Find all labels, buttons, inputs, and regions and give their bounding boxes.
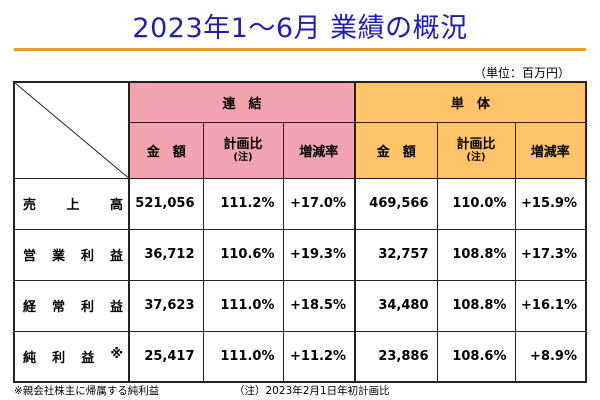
table-row: 純 利 益 ※ 25,417 111.0% +11.2% 23,886 108.… [13, 330, 587, 383]
cons-amount-cell: 521,056 [128, 177, 204, 230]
row-label-net-profit: 純 利 益 ※ [13, 330, 130, 383]
subheader-single-change-rate: 増減率 [514, 121, 587, 179]
footnote-plan-basis: （注）2023年2月1日年初計画比 [234, 385, 390, 397]
row-label-char: 営 [23, 249, 37, 264]
row-label-char: 経 [23, 300, 37, 315]
row-label-sales: 売 上 高 [13, 177, 130, 230]
cons-amount-cell: 25,417 [128, 330, 204, 383]
single-amount-cell: 23,886 [354, 330, 438, 383]
subheader-single-plan-ratio: 計画比 (注) [436, 121, 516, 179]
unit-label: （単位：百万円） [473, 66, 570, 80]
group-header-consolidated: 連 結 [128, 81, 356, 123]
single-change-rate-cell: +8.9% [514, 330, 587, 383]
row-label-char: 上 [66, 198, 80, 213]
cons-change-rate-cell: +18.5% [282, 279, 356, 332]
cons-plan-ratio-cell: 110.6% [202, 228, 284, 281]
subheader-plan-ratio-label: 計画比 [456, 137, 496, 152]
single-plan-ratio-cell: 108.8% [436, 228, 516, 281]
subheader-cons-plan-ratio: 計画比 (注) [202, 121, 284, 179]
row-label-char: 益 [81, 350, 95, 366]
single-change-rate-cell: +16.1% [514, 279, 587, 332]
row-label-char: 高 [109, 198, 123, 213]
row-label-char: 益 [109, 249, 123, 264]
corner-diagonal [15, 83, 128, 178]
single-plan-ratio-cell: 110.0% [436, 177, 516, 230]
page-title: 2023年1～6月 業績の概況 [132, 13, 468, 44]
subheader-cons-change-rate: 増減率 [282, 121, 356, 179]
single-change-rate-cell: +17.3% [514, 228, 587, 281]
cons-plan-ratio-cell: 111.0% [202, 279, 284, 332]
single-plan-ratio-cell: 108.8% [436, 279, 516, 332]
title-underline [14, 48, 586, 51]
single-amount-cell: 32,757 [354, 228, 438, 281]
row-label-char: 売 [23, 198, 37, 213]
cons-plan-ratio-cell: 111.2% [202, 177, 284, 230]
footnote-net-profit: ※親会社株主に帰属する純利益 [14, 385, 160, 397]
cons-plan-ratio-cell: 111.0% [202, 330, 284, 383]
cons-amount-cell: 36,712 [128, 228, 204, 281]
row-label-char: 常 [51, 300, 65, 315]
table-row: 売 上 高 521,056 111.2% +17.0% 469,566 110.… [13, 177, 587, 230]
row-label-char: 純 [23, 350, 37, 366]
single-amount-cell: 34,480 [354, 279, 438, 332]
row-label-operating-profit: 営 業 利 益 [13, 228, 130, 281]
table-row: 経 常 利 益 37,623 111.0% +18.5% 34,480 108.… [13, 279, 587, 332]
single-change-rate-cell: +15.9% [514, 177, 587, 230]
cons-change-rate-cell: +11.2% [282, 330, 356, 383]
cons-change-rate-cell: +17.0% [282, 177, 356, 230]
corner-cell [13, 81, 130, 179]
row-label-char: 益 [109, 300, 123, 315]
single-plan-ratio-cell: 108.6% [436, 330, 516, 383]
row-label-char: 業 [51, 249, 65, 264]
cons-amount-cell: 37,623 [128, 279, 204, 332]
row-label-ordinary-profit: 経 常 利 益 [13, 279, 130, 332]
subheader-plan-ratio-note: (注) [466, 152, 486, 163]
subheader-single-amount: 金 額 [354, 121, 438, 179]
row-label-char: 利 [80, 249, 94, 264]
row-label-char: 利 [52, 350, 66, 366]
subheader-plan-ratio-note: (注) [233, 152, 253, 163]
subheader-cons-amount: 金 額 [128, 121, 204, 179]
table-row: 営 業 利 益 36,712 110.6% +19.3% 32,757 108.… [13, 228, 587, 281]
single-amount-cell: 469,566 [354, 177, 438, 230]
row-label-char: 利 [80, 300, 94, 315]
row-label-char: ※ [110, 346, 123, 362]
group-header-single: 単 体 [354, 81, 587, 123]
subheader-plan-ratio-label: 計画比 [223, 137, 263, 152]
cons-change-rate-cell: +19.3% [282, 228, 356, 281]
performance-table: 連 結 単 体 金 額 計画比 (注) 増減率 金 額 計画比 (注) 増減率 … [13, 81, 587, 383]
